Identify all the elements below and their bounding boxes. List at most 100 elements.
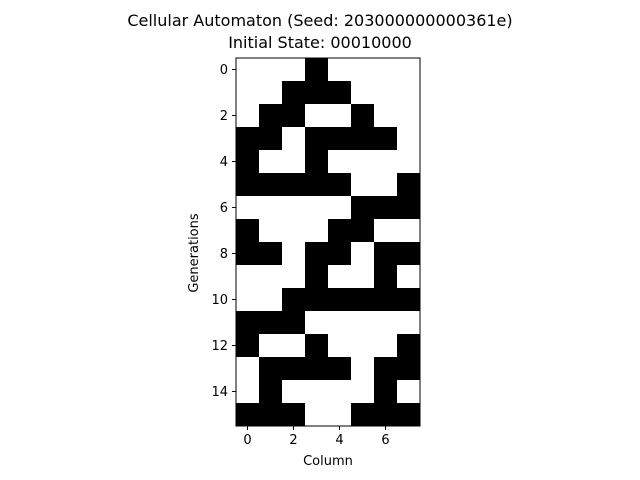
- cell: [351, 81, 375, 105]
- cell: [374, 334, 398, 358]
- cell: [236, 81, 260, 105]
- cell: [236, 311, 260, 335]
- cell: [328, 288, 352, 312]
- y-tick-label: 4: [220, 155, 228, 170]
- cell: [259, 311, 283, 335]
- cell: [305, 104, 329, 128]
- cell: [236, 288, 260, 312]
- cell: [282, 357, 306, 381]
- cell: [259, 219, 283, 243]
- cell: [351, 127, 375, 151]
- cell: [236, 173, 260, 197]
- cell: [351, 357, 375, 381]
- cell: [305, 265, 329, 289]
- cell: [236, 242, 260, 266]
- cell: [351, 150, 375, 174]
- cell: [305, 173, 329, 197]
- cell: [328, 81, 352, 105]
- cell: [397, 173, 421, 197]
- cell: [328, 311, 352, 335]
- cell: [259, 196, 283, 220]
- cell: [236, 104, 260, 128]
- cell: [282, 150, 306, 174]
- cell: [397, 265, 421, 289]
- y-tick-label: 8: [220, 247, 228, 262]
- cell: [374, 196, 398, 220]
- cell: [397, 150, 421, 174]
- cell: [328, 242, 352, 266]
- cell: [374, 104, 398, 128]
- cell: [282, 127, 306, 151]
- cell: [374, 242, 398, 266]
- cell: [397, 196, 421, 220]
- cell: [374, 403, 398, 427]
- cell: [282, 219, 306, 243]
- cell: [328, 380, 352, 404]
- cell: [351, 242, 375, 266]
- cell: [328, 265, 352, 289]
- cell: [259, 403, 283, 427]
- cell: [351, 334, 375, 358]
- x-tick-label: 0: [243, 433, 251, 448]
- cell: [282, 81, 306, 105]
- cell-grid: [236, 58, 421, 427]
- chart-subtitle: Initial State: 00010000: [228, 33, 412, 52]
- y-axis: 0 2 4 6 8 10 12 14: [211, 63, 236, 400]
- cell: [351, 288, 375, 312]
- cell: [374, 380, 398, 404]
- cell: [259, 127, 283, 151]
- cell: [397, 58, 421, 82]
- cell: [374, 219, 398, 243]
- cell: [397, 127, 421, 151]
- cell: [328, 173, 352, 197]
- cell: [236, 357, 260, 381]
- cell: [397, 311, 421, 335]
- cell: [236, 150, 260, 174]
- cell: [259, 380, 283, 404]
- cell: [328, 334, 352, 358]
- cell: [397, 104, 421, 128]
- y-tick-label: 12: [211, 339, 228, 354]
- y-tick-label: 0: [220, 63, 228, 78]
- cell: [305, 196, 329, 220]
- cell: [236, 58, 260, 82]
- cell: [351, 403, 375, 427]
- cell: [236, 380, 260, 404]
- cell: [397, 242, 421, 266]
- cell: [236, 265, 260, 289]
- cell: [305, 242, 329, 266]
- cell: [305, 380, 329, 404]
- cell: [282, 288, 306, 312]
- cell: [351, 219, 375, 243]
- cell: [282, 265, 306, 289]
- cell: [305, 334, 329, 358]
- cell: [259, 242, 283, 266]
- cell: [328, 150, 352, 174]
- cell: [351, 196, 375, 220]
- cell: [374, 357, 398, 381]
- cell: [397, 380, 421, 404]
- cell: [374, 150, 398, 174]
- cell: [282, 380, 306, 404]
- cell: [259, 334, 283, 358]
- y-tick-label: 10: [211, 293, 228, 308]
- cell: [397, 81, 421, 105]
- cell: [351, 265, 375, 289]
- cell: [305, 127, 329, 151]
- cell: [328, 357, 352, 381]
- cell: [328, 219, 352, 243]
- cell: [236, 196, 260, 220]
- cell: [328, 403, 352, 427]
- x-tick-label: 4: [335, 433, 343, 448]
- cell: [328, 58, 352, 82]
- cell: [305, 81, 329, 105]
- cell: [351, 173, 375, 197]
- cell: [397, 357, 421, 381]
- cell: [236, 127, 260, 151]
- cell: [259, 104, 283, 128]
- cell: [351, 104, 375, 128]
- cell: [305, 288, 329, 312]
- cell: [259, 288, 283, 312]
- cell: [259, 58, 283, 82]
